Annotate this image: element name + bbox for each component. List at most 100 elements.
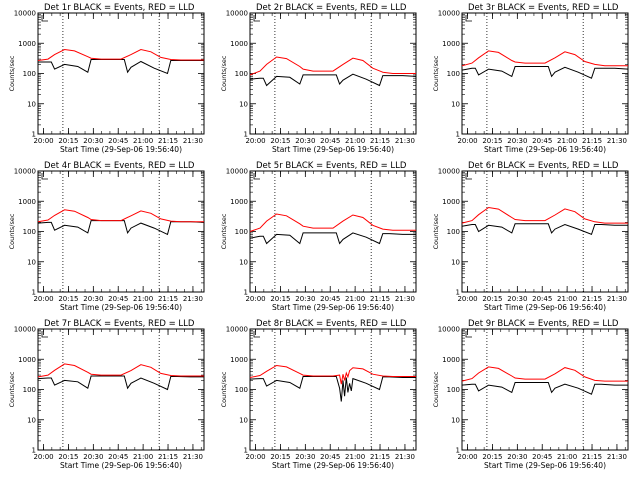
x-tick-label: 20:30 <box>295 137 315 145</box>
y-tick-label: 100 <box>23 386 36 394</box>
panel-title: Det 1r BLACK = Events, RED = LLD <box>44 3 195 13</box>
y-tick-label: 1000 <box>18 356 36 364</box>
x-tick-label: 20:30 <box>83 295 103 303</box>
y-tick-label: 1000 <box>442 356 460 364</box>
x-tick-label: 20:30 <box>295 453 315 461</box>
x-tick-label: 21:00 <box>345 295 365 303</box>
x-tick-label: 21:15 <box>582 295 602 303</box>
x-tick-label: 21:15 <box>158 453 178 461</box>
x-tick-label: 20:30 <box>83 137 103 145</box>
x-tick-label: 21:00 <box>133 295 153 303</box>
x-axis-label: Start Time (29-Sep-06 19:56:40) <box>484 303 606 312</box>
y-axis-label: Counts/sec <box>432 55 440 91</box>
x-tick-label: 21:30 <box>607 295 627 303</box>
x-tick-label: 20:45 <box>532 453 552 461</box>
panel-9: Det 9r BLACK = Events, RED = LLD 1 10 100 10… <box>432 319 629 470</box>
series-lld-line <box>461 50 628 67</box>
y-tick-label: 1000 <box>230 40 248 48</box>
panel-title: Det 6r BLACK = Events, RED = LLD <box>468 161 619 171</box>
y-tick-label: 10000 <box>226 326 248 334</box>
x-tick-label: 21:30 <box>395 137 415 145</box>
y-tick-label: 10000 <box>14 168 36 176</box>
y-tick-label: 100 <box>447 70 460 78</box>
y-tick-label: 1000 <box>442 198 460 206</box>
x-tick-label: 21:00 <box>557 137 577 145</box>
x-tick-label: 21:00 <box>133 137 153 145</box>
y-tick-label: 10 <box>27 100 36 108</box>
panel-title: Det 8r BLACK = Events, RED = LLD <box>256 319 407 329</box>
x-tick-label: 20:15 <box>58 137 78 145</box>
y-tick-label: 10 <box>239 258 248 266</box>
x-tick-label: 20:15 <box>482 453 502 461</box>
panel-title: Det 5r BLACK = Events, RED = LLD <box>256 161 407 171</box>
x-tick-label: 20:00 <box>245 137 265 145</box>
series-lld-line <box>249 364 416 385</box>
x-axis-label: Start Time (29-Sep-06 19:56:40) <box>60 461 182 470</box>
x-tick-label: 20:30 <box>83 453 103 461</box>
x-tick-label: 20:45 <box>108 137 128 145</box>
series-lld-line <box>461 206 628 224</box>
x-tick-label: 21:00 <box>557 453 577 461</box>
x-tick-label: 20:45 <box>320 137 340 145</box>
x-tick-label: 20:45 <box>108 295 128 303</box>
y-tick-label: 100 <box>235 228 248 236</box>
x-tick-label: 21:30 <box>395 453 415 461</box>
series-events-line <box>249 232 416 245</box>
y-tick-label: 1000 <box>18 40 36 48</box>
x-tick-label: 20:00 <box>457 295 477 303</box>
panel-5: Det 5r BLACK = Events, RED = LLD 1 10 100 10… <box>220 161 417 312</box>
y-tick-label: 10000 <box>438 326 460 334</box>
panel-1: Det 1r BLACK = Events, RED = LLD 1 10 100 10… <box>8 3 205 154</box>
panel-6: Det 6r BLACK = Events, RED = LLD 1 10 100 10… <box>432 161 629 312</box>
y-axis-label: Counts/sec <box>432 371 440 407</box>
x-tick-label: 21:30 <box>183 137 203 145</box>
y-axis-label: Counts/sec <box>8 213 16 249</box>
series-lld-line <box>461 366 628 382</box>
x-tick-label: 21:00 <box>133 453 153 461</box>
panel-4: Det 4r BLACK = Events, RED = LLD 1 10 100 10… <box>8 161 205 312</box>
y-tick-label: 1 <box>32 131 36 139</box>
x-tick-label: 21:30 <box>607 453 627 461</box>
x-tick-label: 20:00 <box>457 137 477 145</box>
series-events-line <box>249 376 416 402</box>
x-tick-label: 21:15 <box>370 295 390 303</box>
y-axis-label: Counts/sec <box>220 371 228 407</box>
x-axis-label: Start Time (29-Sep-06 19:56:40) <box>272 303 394 312</box>
corner-bracket <box>253 173 260 180</box>
y-tick-label: 1 <box>456 131 460 139</box>
y-tick-label: 10000 <box>438 10 460 18</box>
y-tick-label: 10 <box>27 416 36 424</box>
panel-8: Det 8r BLACK = Events, RED = LLD 1 10 100 10… <box>220 319 417 470</box>
x-axis-label: Start Time (29-Sep-06 19:56:40) <box>272 461 394 470</box>
corner-bracket <box>253 331 260 338</box>
corner-bracket <box>41 173 48 180</box>
y-tick-label: 1 <box>456 289 460 297</box>
x-tick-label: 20:30 <box>507 295 527 303</box>
y-tick-label: 1 <box>244 289 248 297</box>
y-tick-label: 10 <box>451 416 460 424</box>
x-tick-label: 21:15 <box>158 295 178 303</box>
x-axis-label: Start Time (29-Sep-06 19:56:40) <box>272 145 394 154</box>
panel-title: Det 7r BLACK = Events, RED = LLD <box>44 319 195 329</box>
y-tick-label: 100 <box>235 70 248 78</box>
y-tick-label: 1 <box>32 289 36 297</box>
y-tick-label: 1000 <box>442 40 460 48</box>
y-tick-label: 10000 <box>14 326 36 334</box>
x-tick-label: 20:00 <box>33 137 53 145</box>
x-tick-label: 20:00 <box>33 295 53 303</box>
y-tick-label: 100 <box>23 228 36 236</box>
corner-bracket <box>253 15 260 22</box>
panel-7: Det 7r BLACK = Events, RED = LLD 1 10 100 10… <box>8 319 205 470</box>
x-tick-label: 21:00 <box>557 295 577 303</box>
x-tick-label: 20:15 <box>270 453 290 461</box>
x-tick-label: 20:15 <box>482 295 502 303</box>
x-tick-label: 20:15 <box>270 137 290 145</box>
x-tick-label: 21:00 <box>345 453 365 461</box>
y-tick-label: 10 <box>239 416 248 424</box>
x-tick-label: 20:30 <box>295 295 315 303</box>
y-axis-label: Counts/sec <box>220 213 228 249</box>
corner-bracket <box>465 15 472 22</box>
y-tick-label: 1 <box>244 131 248 139</box>
y-tick-label: 10000 <box>226 168 248 176</box>
